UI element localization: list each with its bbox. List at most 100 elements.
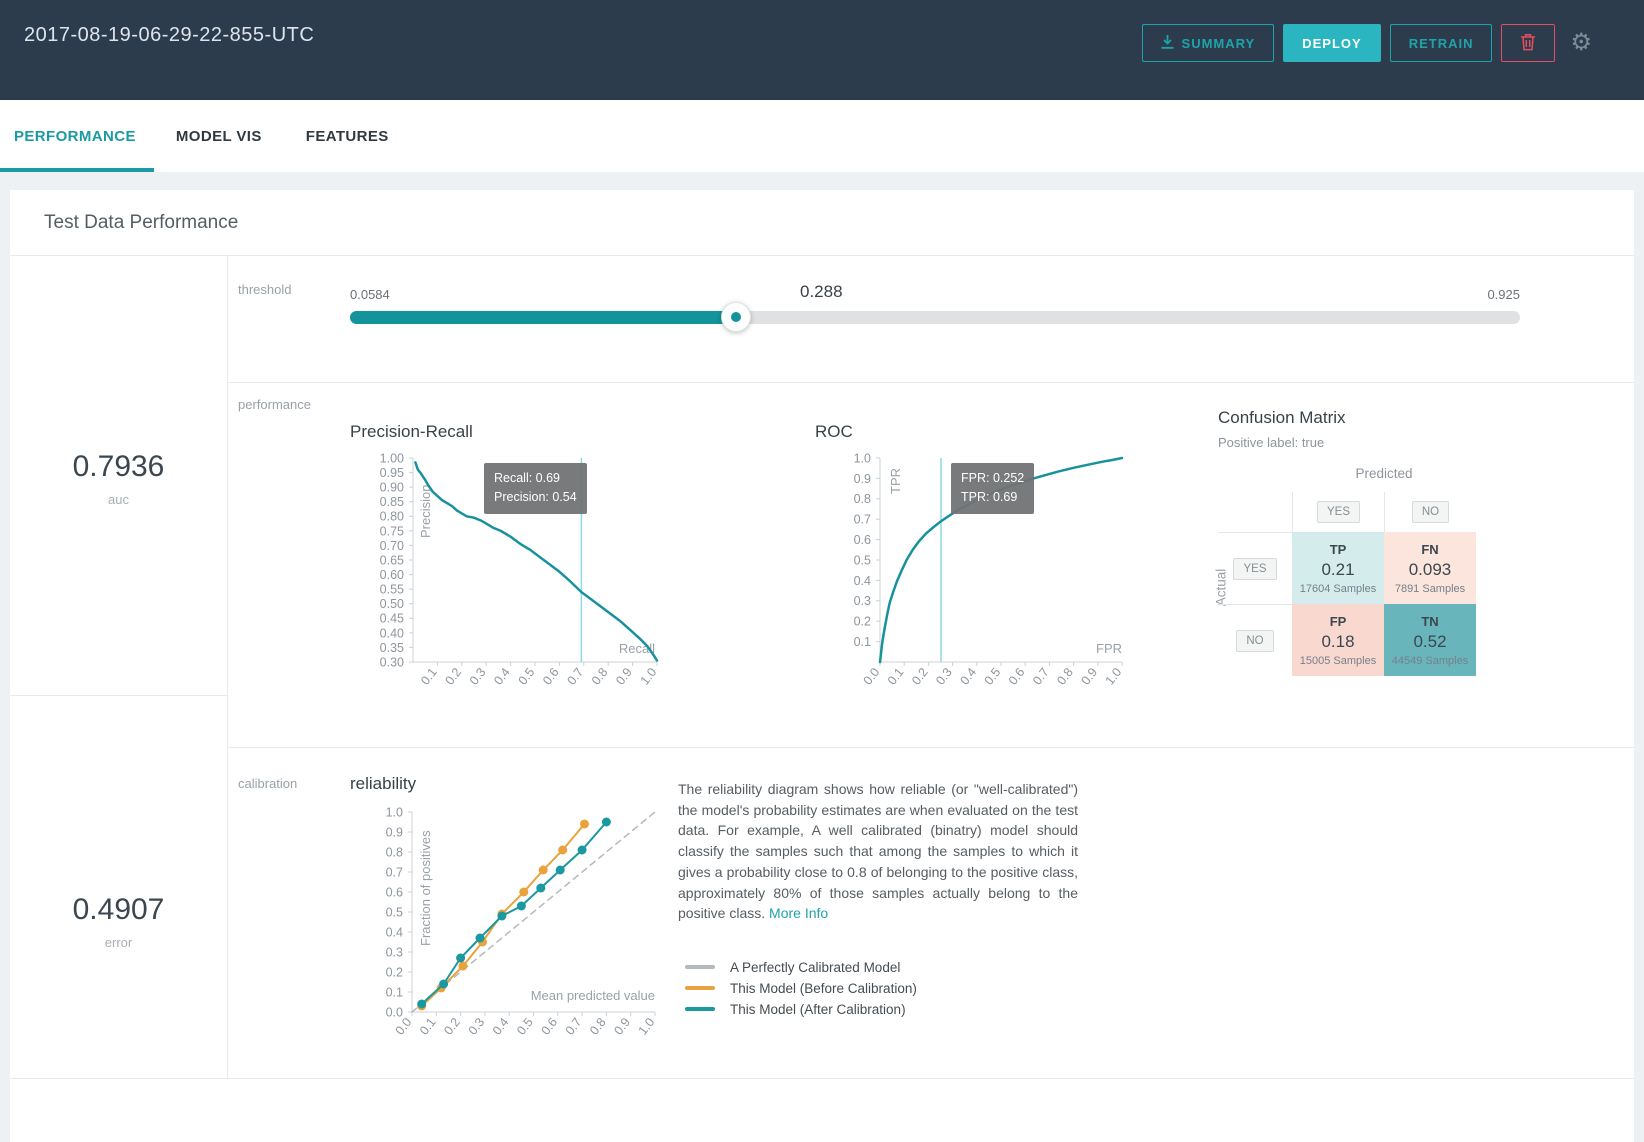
svg-text:0.7: 0.7 — [854, 513, 871, 527]
fn-value: 0.093 — [1408, 559, 1452, 579]
auc-metric: 0.7936 auc — [10, 450, 227, 507]
svg-text:0.8: 0.8 — [386, 845, 403, 859]
svg-text:0.1: 0.1 — [854, 635, 871, 649]
svg-text:0.1: 0.1 — [885, 665, 907, 687]
svg-text:1.00: 1.00 — [380, 451, 404, 465]
svg-text:0.60: 0.60 — [380, 568, 404, 582]
gear-icon[interactable]: ⚙ — [1570, 29, 1592, 56]
threshold-slider-track[interactable] — [350, 302, 1520, 332]
trash-icon — [1520, 33, 1536, 54]
fn-samples: 7891 Samples — [1394, 582, 1466, 595]
tn-samples: 44549 Samples — [1391, 654, 1469, 667]
delete-button[interactable] — [1501, 24, 1556, 62]
legend-label-perfect: A Perfectly Calibrated Model — [730, 959, 901, 975]
svg-text:0.7: 0.7 — [563, 1015, 585, 1037]
svg-text:0.4: 0.4 — [957, 665, 979, 687]
svg-text:1.0: 1.0 — [386, 805, 403, 819]
tn-cell: TN 0.52 44549 Samples — [1384, 604, 1476, 676]
retrain-button-label: RETRAIN — [1408, 35, 1474, 51]
svg-text:0.70: 0.70 — [380, 539, 404, 553]
svg-text:1.0: 1.0 — [636, 1015, 658, 1037]
chip-label: NO — [1411, 501, 1450, 523]
tp-label: TP — [1329, 541, 1347, 557]
svg-text:0.8: 0.8 — [589, 665, 611, 687]
tp-cell: TP 0.21 17604 Samples — [1292, 532, 1384, 604]
predicted-yes-header: YES — [1292, 492, 1384, 532]
chip-label: NO — [1236, 629, 1274, 652]
svg-text:0.7: 0.7 — [386, 865, 403, 879]
tp-samples: 17604 Samples — [1299, 582, 1377, 595]
svg-text:0.5: 0.5 — [516, 665, 538, 687]
calibration-section-label: calibration — [238, 776, 298, 791]
svg-text:Precision: Precision — [418, 485, 433, 538]
roc-tooltip-line-1: FPR: 0.252 — [961, 471, 1025, 485]
svg-text:0.3: 0.3 — [467, 665, 489, 687]
chip-label: YES — [1233, 557, 1277, 580]
svg-text:0.65: 0.65 — [380, 553, 404, 567]
svg-text:0.4: 0.4 — [491, 665, 513, 687]
more-info-link[interactable]: More Info — [769, 905, 829, 922]
svg-text:0.4: 0.4 — [386, 925, 403, 939]
svg-text:0.4: 0.4 — [854, 574, 871, 588]
retrain-button[interactable]: RETRAIN — [1389, 24, 1493, 62]
roc-chart: 1.0 0.9 0.8 0.7 0.6 0.5 0.4 0.3 0.2 0.1 0.0 0.1 0.2 0… — [814, 450, 1139, 705]
svg-text:0.7: 0.7 — [564, 665, 586, 687]
legend-item: This Model (Before Calibration) — [685, 981, 917, 996]
actual-yes-header: YES — [1218, 532, 1292, 604]
svg-text:0.6: 0.6 — [854, 533, 871, 547]
fp-value: 0.18 — [1321, 631, 1355, 651]
tab-bar: PERFORMANCE MODEL VIS FEATURES — [0, 100, 1644, 172]
divider — [227, 747, 1634, 748]
svg-text:0.85: 0.85 — [380, 495, 404, 509]
svg-text:0.9: 0.9 — [854, 472, 871, 486]
pr-tooltip-line-1: Recall: 0.69 — [494, 471, 561, 485]
svg-text:0.2: 0.2 — [854, 615, 871, 629]
auc-label: auc — [108, 492, 129, 507]
roc-chart-title: ROC — [815, 422, 853, 441]
svg-text:0.6: 0.6 — [538, 1015, 560, 1037]
svg-text:0.0: 0.0 — [861, 665, 883, 687]
svg-text:0.3: 0.3 — [854, 594, 871, 608]
threshold-current-value: 0.288 — [800, 282, 843, 301]
svg-text:0.0: 0.0 — [386, 1005, 403, 1019]
svg-text:0.8: 0.8 — [1054, 665, 1076, 687]
svg-text:0.3: 0.3 — [466, 1015, 488, 1037]
predicted-axis-label: Predicted — [1355, 466, 1413, 481]
page-title: Test Data Performance — [44, 212, 239, 233]
svg-text:0.35: 0.35 — [380, 641, 404, 655]
legend-item: A Perfectly Calibrated Model — [685, 959, 917, 975]
svg-text:0.50: 0.50 — [380, 597, 404, 611]
tab-model-vis[interactable]: MODEL VIS — [175, 127, 262, 145]
legend-item: This Model (After Calibration) — [685, 1001, 917, 1017]
auc-value: 0.7936 — [72, 450, 165, 483]
tn-value: 0.52 — [1413, 631, 1447, 651]
legend-label-after: This Model (After Calibration) — [730, 1001, 906, 1017]
svg-text:TPR: TPR — [888, 468, 903, 494]
tab-performance[interactable]: PERFORMANCE — [0, 100, 154, 172]
svg-text:0.30: 0.30 — [380, 655, 404, 669]
svg-text:0.2: 0.2 — [441, 1015, 463, 1037]
download-icon — [1161, 34, 1174, 52]
threshold-slider-handle[interactable] — [721, 302, 752, 332]
svg-text:0.2: 0.2 — [442, 665, 464, 687]
tab-features[interactable]: FEATURES — [305, 127, 389, 145]
svg-text:0.9: 0.9 — [386, 825, 403, 839]
confusion-matrix-grid: YES NO YES TP 0.21 17604 Samples FN 0.09… — [1218, 492, 1476, 676]
header-bar: 2017-08-19-06-29-22-855-UTC SUMMARY DEPL… — [0, 0, 1644, 100]
summary-button[interactable]: SUMMARY — [1141, 24, 1275, 62]
left-column-divider — [227, 255, 228, 1078]
svg-text:0.8: 0.8 — [587, 1015, 609, 1037]
svg-text:0.75: 0.75 — [380, 524, 404, 538]
reliability-description-text: The reliability diagram shows how reliab… — [678, 781, 1078, 922]
svg-text:0.5: 0.5 — [514, 1015, 536, 1037]
fp-label: FP — [1329, 613, 1347, 629]
reliability-chart-title: reliability — [350, 774, 417, 793]
deploy-button[interactable]: DEPLOY — [1283, 24, 1381, 62]
pr-tooltip-line-2: Precision: 0.54 — [494, 490, 577, 505]
predicted-no-header: NO — [1384, 492, 1476, 532]
fn-cell: FN 0.093 7891 Samples — [1384, 532, 1476, 604]
svg-text:0.2: 0.2 — [386, 965, 403, 979]
legend-swatch-after — [685, 1007, 715, 1011]
svg-text:Fraction of positives: Fraction of positives — [418, 830, 433, 946]
error-label: error — [104, 935, 133, 950]
